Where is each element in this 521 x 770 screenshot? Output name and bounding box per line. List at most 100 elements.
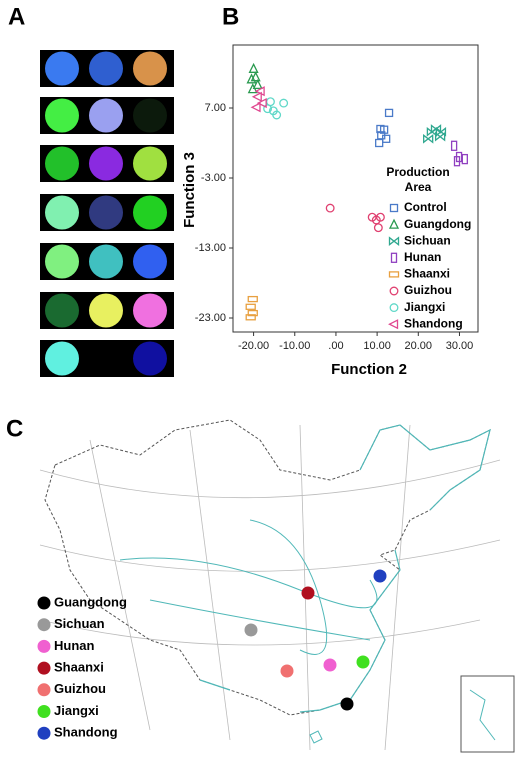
map-dot bbox=[301, 586, 315, 600]
swatch bbox=[89, 341, 123, 376]
legend-marker bbox=[388, 319, 399, 330]
point bbox=[247, 309, 258, 317]
point bbox=[247, 295, 258, 303]
swatch bbox=[45, 293, 79, 328]
map-legend-label: Sichuan bbox=[54, 616, 105, 631]
map-legend-label: Guangdong bbox=[54, 594, 127, 609]
swatch bbox=[45, 341, 79, 376]
legend-label: Shaanxi bbox=[404, 267, 450, 281]
map-legend-dot bbox=[37, 683, 51, 697]
point bbox=[245, 303, 256, 310]
x-tick-label: -10.00 bbox=[279, 340, 310, 352]
swatch bbox=[89, 293, 123, 328]
swatch bbox=[133, 195, 167, 230]
legend-marker bbox=[389, 286, 399, 296]
legend-title: Area bbox=[405, 180, 432, 194]
point bbox=[263, 104, 273, 114]
map-dot bbox=[323, 658, 337, 672]
legend-marker bbox=[388, 236, 400, 247]
point bbox=[245, 314, 256, 321]
map-legend-label: Hunan bbox=[54, 638, 95, 653]
swatch bbox=[133, 293, 167, 328]
swatch bbox=[45, 98, 79, 133]
map-legend-label: Shaanxi bbox=[54, 660, 104, 675]
map-legend-dot bbox=[37, 705, 51, 718]
legend-marker bbox=[388, 218, 400, 229]
x-tick-label: 20.00 bbox=[405, 340, 433, 352]
point bbox=[250, 71, 261, 82]
map-legend-dot bbox=[37, 726, 51, 740]
map-legend-dot bbox=[37, 618, 51, 632]
map-legend-dot bbox=[37, 596, 51, 610]
legend-marker bbox=[388, 271, 400, 278]
swatch bbox=[45, 146, 79, 181]
point bbox=[251, 91, 262, 102]
legend-label: Hunan bbox=[404, 250, 441, 264]
plot-frame bbox=[232, 44, 479, 333]
map-legend-label: Jiangxi bbox=[54, 703, 99, 718]
swatch bbox=[133, 51, 167, 86]
y-axis-title: Function 3 bbox=[181, 152, 198, 228]
x-tick-label: 10.00 bbox=[363, 340, 391, 352]
swatch bbox=[45, 195, 79, 230]
y-tick-label: 7.00 bbox=[205, 102, 226, 114]
map-legend-dot bbox=[37, 661, 51, 675]
point bbox=[279, 98, 289, 108]
point bbox=[461, 153, 468, 165]
point bbox=[453, 156, 461, 167]
legend-title: Production bbox=[386, 165, 449, 179]
map-legend-label: Guizhou bbox=[54, 681, 106, 696]
point bbox=[434, 131, 446, 142]
map-dot bbox=[373, 569, 387, 583]
map-dot bbox=[340, 697, 354, 711]
map-dot bbox=[280, 664, 294, 678]
x-tick-label: 30.00 bbox=[446, 340, 474, 352]
point bbox=[373, 223, 383, 233]
point bbox=[272, 110, 282, 120]
point bbox=[375, 212, 385, 222]
point bbox=[252, 78, 263, 90]
swatch bbox=[133, 341, 167, 376]
point bbox=[375, 138, 384, 148]
swatch bbox=[45, 244, 79, 279]
point bbox=[250, 102, 261, 113]
legend-label: Guizhou bbox=[404, 283, 452, 297]
swatch bbox=[89, 51, 123, 86]
x-axis-title: Function 2 bbox=[331, 361, 407, 378]
point bbox=[384, 108, 394, 118]
y-tick-label: -13.00 bbox=[195, 242, 226, 254]
swatch bbox=[133, 98, 167, 133]
legend-label: Control bbox=[404, 200, 447, 214]
legend-label: Guangdong bbox=[404, 217, 471, 231]
legend-label: Sichuan bbox=[404, 233, 451, 247]
y-tick-label: -3.00 bbox=[201, 172, 226, 184]
point bbox=[254, 86, 265, 97]
point bbox=[379, 125, 389, 134]
map bbox=[39, 419, 515, 753]
map-legend-label: Shandong bbox=[54, 725, 118, 740]
legend-marker bbox=[389, 303, 399, 313]
legend-marker bbox=[390, 252, 398, 263]
swatch bbox=[89, 244, 123, 279]
swatch bbox=[45, 51, 79, 86]
point bbox=[246, 73, 257, 84]
x-tick-label: .00 bbox=[328, 340, 343, 352]
x-tick-label: -20.00 bbox=[238, 340, 269, 352]
point bbox=[435, 126, 447, 137]
panel-label: B bbox=[222, 3, 239, 30]
swatch bbox=[133, 244, 167, 279]
point bbox=[423, 133, 434, 144]
swatch bbox=[89, 146, 123, 181]
point bbox=[248, 62, 259, 73]
swatch bbox=[89, 195, 123, 230]
swatch bbox=[133, 146, 167, 181]
point bbox=[256, 98, 267, 109]
legend-marker bbox=[389, 203, 399, 213]
y-tick-label: -23.00 bbox=[195, 312, 226, 324]
map-dot bbox=[244, 623, 258, 637]
swatch bbox=[89, 98, 123, 133]
legend-label: Jiangxi bbox=[404, 300, 445, 314]
point bbox=[450, 140, 458, 151]
panel-label: C bbox=[6, 415, 23, 442]
